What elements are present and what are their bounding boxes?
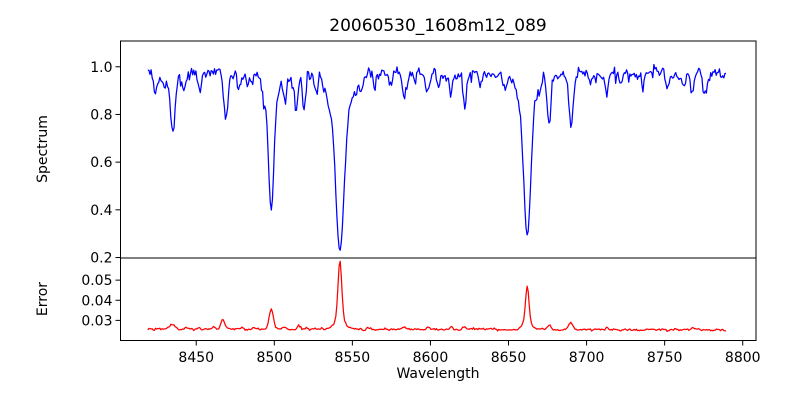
error-y-tick-label: 0.05: [81, 273, 112, 289]
y-axis-label-error: Error: [35, 282, 51, 316]
axes-layer: 8450 8500 8550 8600 8650 8700 8750 8800 0.2 0.4 0.…: [81, 40, 761, 366]
x-tick-label: 8750: [647, 350, 683, 366]
spectrum-line: [147, 63, 727, 251]
error-line: [147, 260, 727, 333]
x-axis-label: Wavelength: [396, 366, 479, 382]
spectrum-y-tick-label: 0.6: [90, 155, 112, 171]
spectrum-y-tick-label: 0.4: [90, 203, 112, 219]
x-tick-label: 8800: [725, 350, 761, 366]
spectrum-y-tick-label: 0.2: [90, 251, 112, 267]
error-y-tick-label: 0.03: [81, 313, 112, 329]
x-tick-label: 8500: [256, 350, 292, 366]
chart-title: 20060530_1608m12_089: [329, 16, 546, 36]
error-panel-frame: [120, 257, 757, 341]
error-y-tick-label: 0.04: [81, 293, 112, 309]
x-tick-label: 8450: [178, 350, 214, 366]
spectrum-y-tick-label: 1.0: [90, 60, 112, 76]
spectrum-y-tick-label: 0.8: [90, 107, 112, 123]
x-tick-label: 8650: [491, 350, 527, 366]
y-axis-label-spectrum: Spectrum: [35, 115, 51, 183]
x-tick-label: 8600: [413, 350, 449, 366]
data-layer: [147, 63, 727, 333]
x-tick-label: 8700: [569, 350, 605, 366]
x-tick-label: 8550: [335, 350, 371, 366]
